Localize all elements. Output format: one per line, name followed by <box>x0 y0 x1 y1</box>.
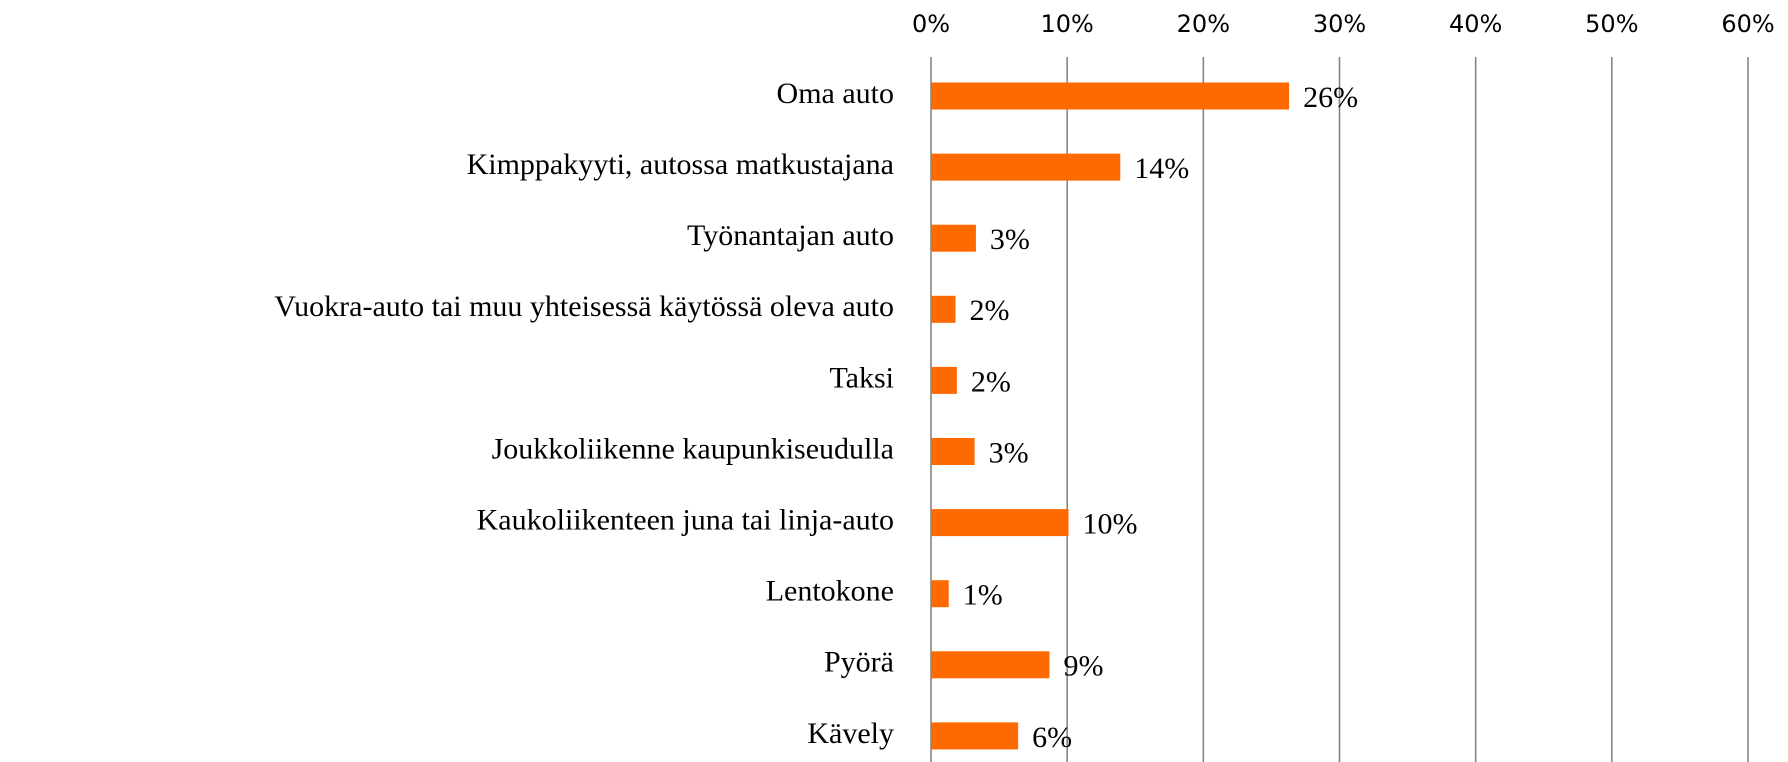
category-label: Vuokra-auto tai muu yhteisessä käytössä … <box>274 290 894 323</box>
bar <box>931 82 1290 110</box>
bar <box>931 722 1019 750</box>
x-tick-label: 10% <box>1040 10 1093 38</box>
category-label: Kaukoliikenteen juna tai linja-auto <box>477 503 894 536</box>
bar <box>931 651 1050 679</box>
value-label: 26% <box>1303 81 1358 114</box>
category-label: Joukkoliikenne kaupunkiseudulla <box>492 432 894 465</box>
value-label: 9% <box>1063 650 1103 683</box>
value-label: 3% <box>990 223 1030 256</box>
bar <box>931 295 956 323</box>
category-label: Työnantajan auto <box>687 219 894 252</box>
value-label: 1% <box>963 579 1003 612</box>
x-tick-label: 40% <box>1449 10 1502 38</box>
value-label: 3% <box>989 436 1029 469</box>
x-tick-label: 50% <box>1585 10 1638 38</box>
bar <box>931 224 976 252</box>
category-label: Kävely <box>807 717 894 750</box>
value-label: 6% <box>1032 721 1072 754</box>
category-label: Pyörä <box>824 646 894 679</box>
bar <box>931 509 1069 537</box>
category-label: Oma auto <box>777 77 894 110</box>
x-tick-label: 30% <box>1313 10 1366 38</box>
value-label: 2% <box>971 365 1011 398</box>
bar <box>931 438 975 465</box>
category-label: Lentokone <box>766 575 894 608</box>
bar <box>931 580 949 608</box>
x-tick-label: 60% <box>1721 10 1774 38</box>
bar <box>931 153 1121 181</box>
x-tick-label: 0% <box>912 10 950 38</box>
value-label: 10% <box>1083 507 1138 540</box>
x-tick-label: 20% <box>1177 10 1230 38</box>
category-label: Kimppakyyti, autossa matkustajana <box>467 148 894 181</box>
value-label: 2% <box>970 294 1010 327</box>
category-label: Taksi <box>829 361 894 394</box>
value-label: 14% <box>1134 152 1189 185</box>
bar <box>931 366 957 394</box>
